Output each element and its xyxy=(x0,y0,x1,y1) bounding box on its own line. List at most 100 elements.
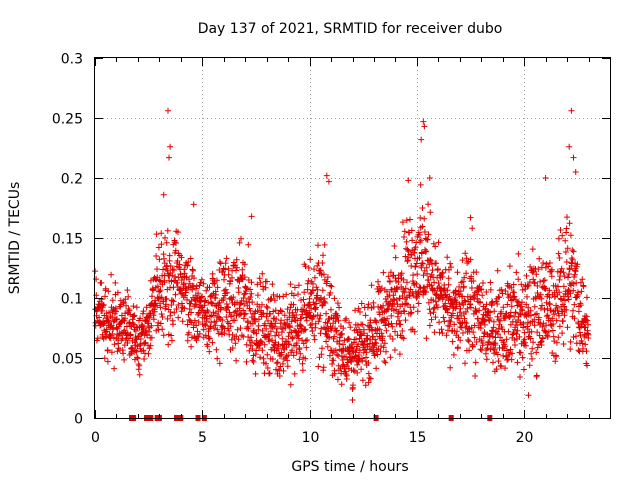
data-point xyxy=(579,340,586,347)
data-point xyxy=(585,321,591,328)
data-point xyxy=(378,343,384,350)
data-point xyxy=(383,348,389,355)
data-point xyxy=(214,284,221,291)
data-point xyxy=(213,318,220,325)
data-point xyxy=(517,374,523,380)
data-point xyxy=(543,322,550,329)
data-point xyxy=(140,308,147,315)
data-point xyxy=(270,291,277,298)
data-point xyxy=(334,351,340,358)
data-point xyxy=(132,347,139,354)
data-point xyxy=(277,307,284,314)
data-point xyxy=(539,335,546,342)
data-point xyxy=(332,347,339,354)
data-point xyxy=(271,342,278,349)
data-point xyxy=(266,338,273,345)
data-point xyxy=(403,238,410,245)
data-point xyxy=(204,308,211,315)
data-point xyxy=(396,351,403,358)
data-point xyxy=(315,363,322,370)
data-point xyxy=(553,353,560,360)
data-point xyxy=(140,347,147,354)
data-point xyxy=(502,343,509,350)
data-point xyxy=(124,340,131,346)
data-point xyxy=(325,178,332,185)
data-point xyxy=(186,276,192,283)
data-point xyxy=(218,305,225,311)
data-point xyxy=(354,369,361,376)
data-point xyxy=(290,352,297,359)
data-point xyxy=(216,360,223,367)
data-point xyxy=(572,268,579,275)
data-point xyxy=(338,370,345,377)
data-point xyxy=(578,337,585,344)
data-point xyxy=(261,341,268,348)
data-point xyxy=(436,295,443,302)
data-point xyxy=(527,263,534,270)
data-point xyxy=(167,263,174,269)
data-point xyxy=(514,359,521,366)
data-point xyxy=(195,319,202,325)
data-point xyxy=(413,294,420,301)
data-point xyxy=(433,260,440,267)
data-point xyxy=(154,266,160,273)
data-point xyxy=(157,287,164,294)
data-point xyxy=(319,260,326,266)
data-point xyxy=(259,301,265,308)
data-point xyxy=(536,332,543,339)
data-point xyxy=(523,272,530,279)
data-point xyxy=(534,282,541,289)
data-point xyxy=(201,302,208,309)
data-point xyxy=(333,327,340,334)
data-point xyxy=(229,274,235,281)
y-axis-label: SRMTID / TECUs xyxy=(7,182,23,295)
data-point xyxy=(136,362,143,369)
data-point xyxy=(363,354,369,361)
data-point xyxy=(286,341,292,347)
data-point xyxy=(425,201,432,208)
data-point xyxy=(166,154,172,161)
data-point xyxy=(240,295,247,301)
data-point xyxy=(479,340,486,346)
data-point xyxy=(133,324,140,330)
data-point xyxy=(544,332,551,339)
data-point xyxy=(542,285,549,292)
data-point xyxy=(382,359,389,366)
data-point xyxy=(257,338,264,345)
data-point xyxy=(321,241,328,248)
x-tick-label: 5 xyxy=(198,430,207,446)
data-point xyxy=(252,318,259,325)
data-point xyxy=(363,349,370,356)
data-point xyxy=(583,348,590,355)
data-point xyxy=(278,308,285,315)
data-point xyxy=(189,282,196,289)
data-point xyxy=(503,336,510,343)
data-point xyxy=(449,310,456,317)
data-point xyxy=(202,312,209,319)
data-point xyxy=(324,343,331,350)
data-point xyxy=(457,305,464,312)
data-point xyxy=(320,364,327,371)
data-point xyxy=(405,177,412,184)
data-point xyxy=(178,254,185,261)
data-point xyxy=(407,216,413,223)
data-point xyxy=(567,232,574,239)
data-point xyxy=(241,311,248,318)
data-point xyxy=(209,339,216,346)
data-point xyxy=(236,305,243,312)
x-tick-label: 10 xyxy=(302,430,320,446)
data-point xyxy=(216,259,223,266)
data-point xyxy=(365,360,372,366)
data-point xyxy=(579,276,586,283)
data-point xyxy=(239,266,246,273)
data-point xyxy=(566,143,573,150)
data-point xyxy=(193,337,200,344)
data-point xyxy=(227,323,234,330)
data-point xyxy=(231,317,238,324)
data-point xyxy=(175,302,182,308)
data-point xyxy=(318,325,325,332)
data-point xyxy=(530,339,537,346)
data-point xyxy=(165,107,171,114)
data-point xyxy=(519,299,525,306)
data-point xyxy=(557,295,564,302)
